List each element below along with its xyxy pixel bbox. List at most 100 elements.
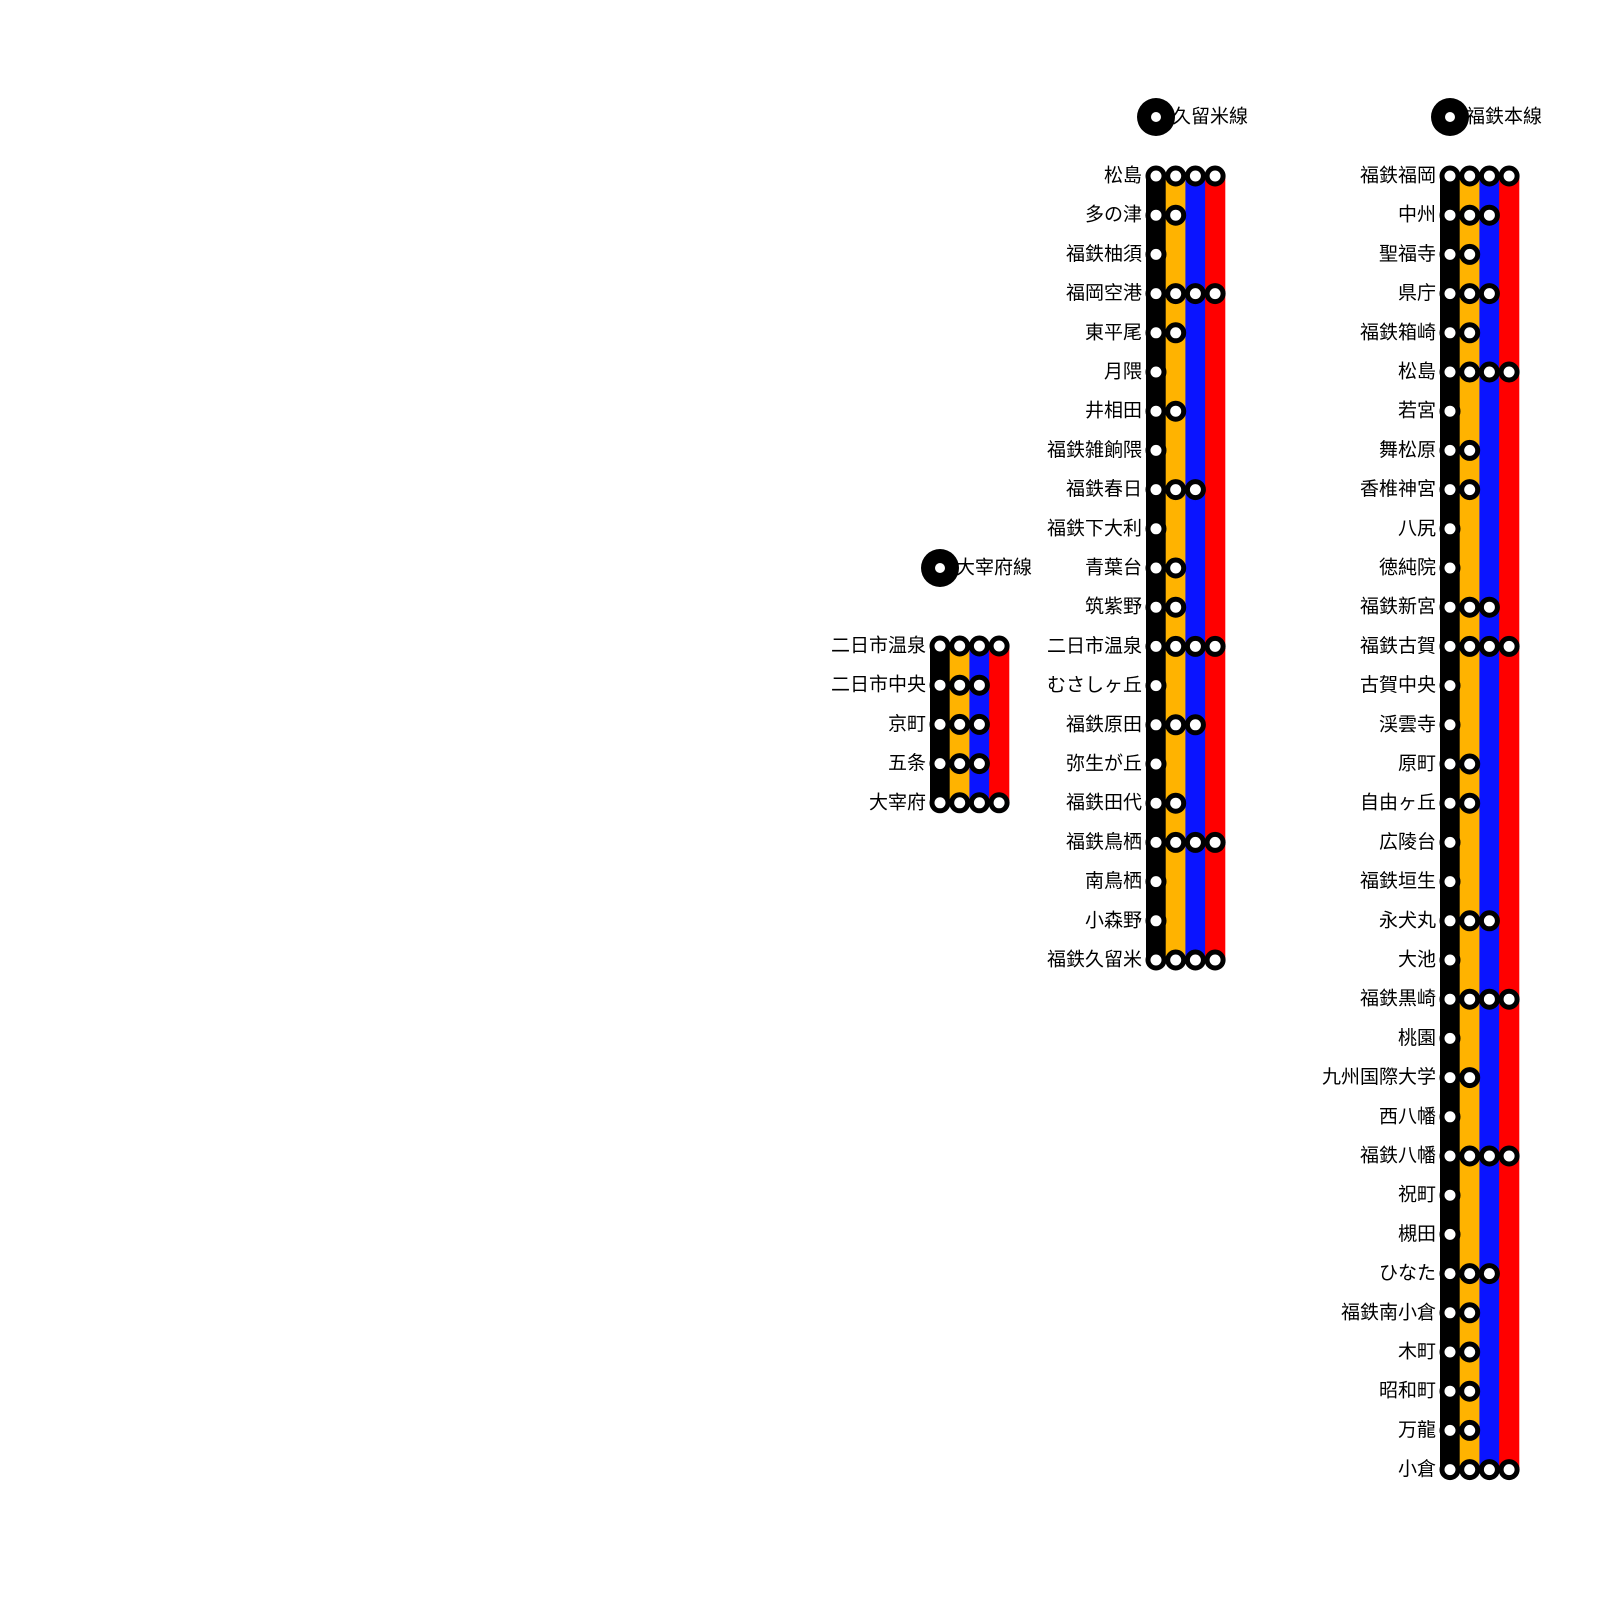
stop	[1145, 792, 1167, 814]
stop	[1145, 243, 1167, 265]
station-name: 福鉄鳥栖	[1066, 831, 1142, 853]
stop-markers	[1439, 635, 1520, 657]
station-name: 二日市温泉	[1047, 635, 1142, 657]
stop	[1498, 361, 1520, 383]
stop	[1498, 1145, 1520, 1167]
station-name: 九州国際大学	[1322, 1066, 1436, 1088]
stop	[929, 674, 951, 696]
stop	[949, 753, 971, 775]
stop	[1439, 1459, 1461, 1481]
stop	[1145, 165, 1167, 187]
station-name: 広陵台	[1379, 831, 1436, 853]
station-name: 松島	[1104, 165, 1142, 187]
stop	[1145, 479, 1167, 501]
station-name: 福鉄新宮	[1360, 596, 1436, 618]
stop	[1184, 831, 1206, 853]
stop	[1165, 596, 1187, 618]
stop-markers	[1145, 204, 1187, 226]
station-name: 二日市温泉	[831, 635, 926, 657]
stop-markers	[1439, 243, 1481, 265]
stop	[1165, 831, 1187, 853]
stop-markers	[1439, 1223, 1461, 1245]
stop-markers	[1439, 479, 1481, 501]
station-name: 弥生が丘	[1066, 753, 1142, 775]
station-name: 福鉄古賀	[1360, 635, 1436, 657]
stop-markers	[1145, 871, 1167, 893]
stop	[1165, 557, 1187, 579]
stop-markers	[1439, 1419, 1481, 1441]
stop	[1145, 400, 1167, 422]
service-band	[1205, 176, 1226, 960]
station-name: 福鉄箱崎	[1360, 321, 1436, 343]
stop	[1459, 1263, 1481, 1285]
stop-markers	[929, 753, 990, 775]
stop	[1145, 557, 1167, 579]
station-name: 香椎神宮	[1360, 478, 1436, 500]
station-name: 原町	[1398, 753, 1436, 775]
stop	[929, 753, 951, 775]
stop	[1439, 1067, 1461, 1089]
station-name: 永犬丸	[1379, 909, 1436, 931]
stop	[1145, 635, 1167, 657]
line-icon-dot	[935, 563, 945, 573]
stop	[949, 635, 971, 657]
station-name: 祝町	[1398, 1184, 1436, 1206]
stop	[1439, 1106, 1461, 1128]
stop	[1478, 283, 1500, 305]
stop	[1439, 479, 1461, 501]
stop-markers	[1439, 204, 1500, 226]
station-name: 聖福寺	[1379, 243, 1436, 265]
stop	[929, 713, 951, 735]
stop	[1439, 1184, 1461, 1206]
stop	[968, 674, 990, 696]
stop	[1478, 988, 1500, 1010]
stop	[1184, 714, 1206, 736]
station-name: 青葉台	[1085, 557, 1142, 579]
stop	[1439, 518, 1461, 540]
station-name: 小倉	[1398, 1458, 1436, 1480]
stop	[1459, 361, 1481, 383]
stop	[1165, 479, 1187, 501]
stop	[1459, 479, 1481, 501]
station-name: 東平尾	[1085, 321, 1142, 343]
stop	[968, 792, 990, 814]
stop	[1204, 949, 1226, 971]
stop	[1459, 596, 1481, 618]
stop	[1145, 910, 1167, 932]
stop	[1459, 753, 1481, 775]
stop-markers	[1439, 518, 1461, 540]
station-name: 八尻	[1398, 517, 1436, 539]
stop-markers	[1439, 165, 1520, 187]
station-name: 福鉄田代	[1066, 792, 1142, 814]
stop	[1459, 165, 1481, 187]
service-band	[1479, 176, 1500, 1470]
stop-markers	[1145, 596, 1187, 618]
line-icon-dot	[1445, 112, 1455, 122]
service-band	[989, 646, 1010, 803]
station-name: 槻田	[1398, 1223, 1436, 1245]
stop	[988, 635, 1010, 657]
stop-markers	[1439, 792, 1481, 814]
stop	[1145, 596, 1167, 618]
station-name: 井相田	[1085, 400, 1142, 422]
stop	[1459, 1145, 1481, 1167]
stop	[1459, 1459, 1481, 1481]
stop-markers	[1439, 1145, 1520, 1167]
stop	[1498, 635, 1520, 657]
station-name: 県庁	[1398, 282, 1436, 304]
station-name: 福鉄垣生	[1360, 870, 1436, 892]
station-name: 中州	[1398, 204, 1436, 226]
stop-markers	[1145, 557, 1187, 579]
stop	[929, 792, 951, 814]
stop	[1165, 322, 1187, 344]
stop-markers	[1439, 831, 1461, 853]
stop	[1184, 479, 1206, 501]
stop	[1478, 1145, 1500, 1167]
stop-markers	[1145, 949, 1226, 971]
stop	[1184, 165, 1206, 187]
stop	[1204, 635, 1226, 657]
stop	[1459, 439, 1481, 461]
stop-markers	[1439, 988, 1520, 1010]
stop	[1478, 1263, 1500, 1285]
stop-markers	[1145, 479, 1206, 501]
